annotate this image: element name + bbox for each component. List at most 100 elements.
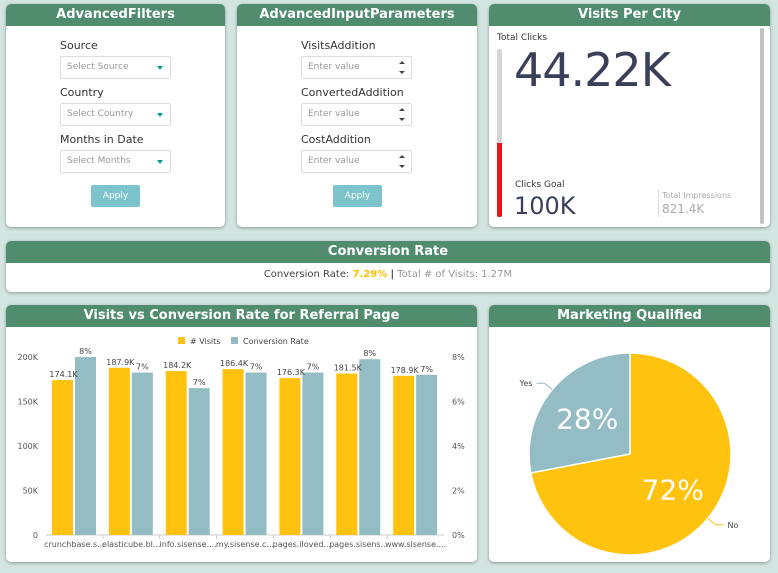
bar-conversion [302,372,324,535]
conversion-rate-value: 7.29% [352,269,388,280]
data-label-visits: 186.4K [220,359,249,368]
total-impressions-label: Total Impressions [662,191,732,200]
chevron-down-icon [157,160,163,164]
spinner-icon[interactable] [399,61,405,75]
x-tick-label: info.sisense.... [160,540,217,549]
chevron-down-icon [157,113,163,117]
data-label-visits: 174.1K [49,370,78,379]
spinner-icon[interactable] [399,155,405,169]
y-right-tick-label: 4% [452,442,465,451]
impressions-divider [658,189,659,217]
progress-track [497,49,502,217]
country-label: Country [60,86,104,99]
filters-apply-button[interactable]: Apply [91,185,140,207]
cost-addition-input[interactable]: Enter value [301,150,412,173]
legend-label-conversion: Conversion Rate [243,337,309,346]
visits-per-city-title: Visits Per City [489,4,770,26]
total-impressions-value: 821.4K [662,202,705,216]
y-left-tick-label: 200K [17,353,38,362]
bar-conversion [188,388,210,535]
country-select[interactable]: Select Country [60,103,171,126]
y-right-tick-label: 8% [452,353,465,362]
bar-visits [336,373,358,535]
progress-fill [497,143,502,217]
y-left-tick-label: 100K [17,442,38,451]
data-label-conversion: 7% [250,363,263,372]
x-tick-label: crunchbase.s... [44,540,105,549]
data-label-conversion: 8% [79,347,92,356]
data-label-visits: 184.2K [163,361,192,370]
visits-addition-label: VisitsAddition [301,39,376,52]
bar-conversion [359,359,381,535]
pie-chart-title: Marketing Qualified [489,305,770,327]
converted-addition-placeholder: Enter value [308,109,360,119]
conversion-rate-title: Conversion Rate [6,241,770,263]
data-label-conversion: 8% [363,349,376,358]
data-label-conversion: 7% [307,363,320,372]
x-tick-label: pages.iloved... [273,540,331,549]
pie-leader-line [707,517,724,526]
pie-chart: 72% No 28% Yes [519,352,739,556]
bar-conversion [131,372,153,535]
bar-conversion [245,372,267,535]
bar-conversion [75,357,96,535]
bar-visits [165,371,187,535]
y-right-tick-label: 6% [452,398,465,407]
params-apply-button[interactable]: Apply [333,185,382,207]
pie-value-label: 72% [642,473,704,506]
source-select[interactable]: Select Source [60,56,171,79]
advanced-filters-widget: AdvancedFilters Source Select Source Cou… [6,4,225,227]
data-label-visits: 187.9K [106,358,135,367]
spinner-icon[interactable] [399,108,405,122]
clicks-goal-label: Clicks Goal [515,180,565,190]
conversion-rate-widget: Conversion Rate Conversion Rate: 7.29% |… [6,241,770,292]
scrollbar[interactable] [760,28,764,224]
pie-category-label: Yes [519,379,533,388]
data-label-visits: 178.9K [391,366,420,375]
pie-value-label: 28% [556,403,618,436]
conversion-summary: Conversion Rate: 7.29% | Total # of Visi… [6,269,770,280]
bar-visits [279,378,301,535]
y-right-tick-label: 0% [452,531,465,540]
x-tick-label: pages.sisens... [329,540,388,549]
bar-visits [108,367,130,535]
total-clicks-label: Total Clicks [497,33,548,43]
y-left-tick-label: 0 [33,531,38,540]
marketing-qualified-widget: Marketing Qualified 72% No 28% Yes [489,305,770,562]
bar-visits [222,369,244,535]
advanced-input-parameters-title: AdvancedInputParameters [237,4,477,26]
conversion-rate-label: Conversion Rate: [263,269,350,280]
y-left-tick-label: 50K [23,487,39,496]
cost-addition-label: CostAddition [301,133,371,146]
legend-swatch-conversion [231,337,238,344]
visits-per-city-widget: Visits Per City Total Clicks 44.22K Clic… [489,4,770,227]
source-label: Source [60,39,98,52]
converted-addition-label: ConvertedAddition [301,86,404,99]
y-left-tick-label: 150K [17,398,38,407]
legend-swatch-visits [178,337,185,344]
converted-addition-input[interactable]: Enter value [301,103,412,126]
bar-chart: # Visits Conversion Rate 0 50K 100K 150K 200K 0… [17,337,465,549]
visits-addition-placeholder: Enter value [308,62,360,72]
clicks-goal-value: 100K [514,192,576,220]
bar-visits [52,380,73,535]
data-label-visits: 181.5K [334,363,363,372]
total-visits-value: 1.27M [481,269,513,280]
source-select-value: Select Source [67,62,129,72]
country-select-value: Select Country [67,109,134,119]
pie-leader-line [536,382,553,391]
x-tick-label: www.sisense.... [385,540,446,549]
x-tick-label: my.sisense.c... [216,540,274,549]
months-select[interactable]: Select Months [60,150,171,173]
summary-separator: | [390,269,395,280]
advanced-filters-title: AdvancedFilters [6,4,225,26]
data-label-conversion: 7% [193,378,206,387]
total-clicks-value: 44.22K [514,43,671,97]
data-label-conversion: 7% [136,363,149,372]
months-label: Months in Date [60,133,144,146]
advanced-input-parameters-widget: AdvancedInputParameters VisitsAddition E… [237,4,477,227]
visits-addition-input[interactable]: Enter value [301,56,412,79]
months-select-value: Select Months [67,156,131,166]
bar-visits [393,375,415,535]
y-right-tick-label: 2% [452,487,465,496]
